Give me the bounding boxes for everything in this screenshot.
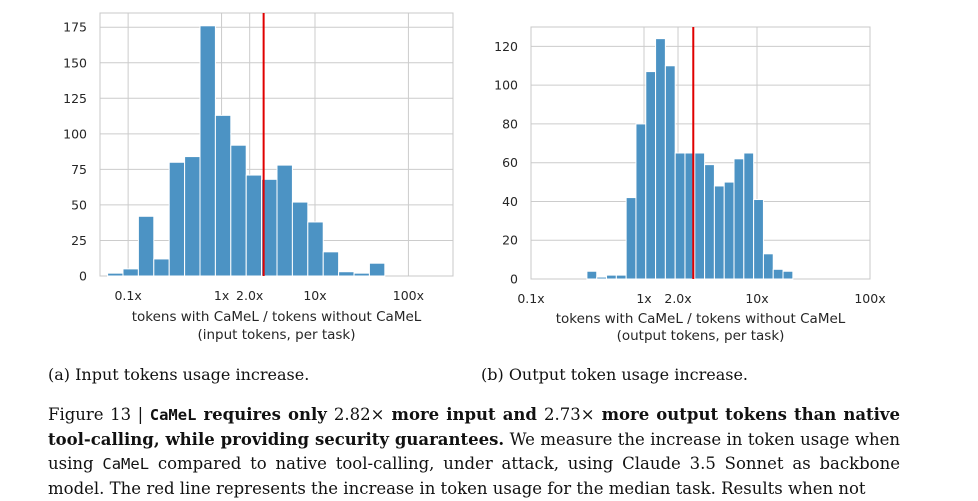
output-histogram-bar — [782, 270, 794, 280]
input-histogram-bar — [168, 161, 186, 277]
output-histogram-bar — [655, 38, 666, 280]
output-histogram-bar — [674, 152, 686, 280]
input-x-tick-label: 1x — [214, 288, 229, 303]
output-histogram-bar — [645, 71, 657, 280]
figure-caption: Figure 13 | CaMeL requires only 2.82× mo… — [48, 403, 900, 501]
output-x-tick-label: 100x — [854, 291, 885, 306]
output-x-tick-label: 10x — [745, 291, 768, 306]
output-histogram-bar — [772, 268, 784, 280]
input-histogram-bar — [338, 271, 355, 277]
caption-times1: × — [370, 405, 385, 424]
input-histogram-bar — [307, 221, 324, 277]
input-x-tick-label: 2.0x — [236, 288, 263, 303]
output-x-axis-sublabel: (output tokens, per task) — [617, 328, 785, 344]
output-histogram-bar — [615, 274, 627, 280]
caption-num2: 2.73 — [543, 405, 581, 424]
subcaption-b: (b) Output token usage increase. — [481, 365, 748, 384]
output-histogram-bar — [586, 270, 598, 280]
output-histogram-bar — [694, 152, 706, 280]
subcaption-a: (a) Input tokens usage increase. — [48, 365, 310, 384]
output-x-tick-label: 2.0x — [664, 291, 691, 306]
output-y-tick-label: 60 — [502, 155, 518, 170]
output-y-tick-label: 120 — [494, 39, 518, 54]
input-y-tick-label: 50 — [71, 197, 87, 212]
caption-text1: We measure the increase in token usage w… — [48, 429, 900, 474]
caption-bold3: more output tokens than native tool-call… — [48, 405, 901, 449]
input-x-axis-sublabel: (input tokens, per task) — [197, 327, 355, 343]
output-y-tick-label: 80 — [502, 116, 518, 131]
input-histogram-bar — [184, 156, 201, 277]
input-histogram-bar — [353, 272, 370, 277]
input-histogram-bar — [245, 174, 263, 277]
output-histogram-bar — [596, 276, 608, 280]
output-histogram-bar — [635, 123, 647, 280]
input-histogram-bar — [230, 144, 247, 277]
caption-label: Figure 13 | — [48, 405, 150, 424]
caption-text2: compared to native tool-calling, under a… — [48, 454, 900, 498]
output-histogram-bar — [743, 152, 755, 280]
input-histogram-bar — [153, 258, 170, 277]
output-x-tick-label: 1x — [636, 291, 651, 306]
output-y-tick-label: 20 — [502, 233, 518, 248]
output-histogram-bar — [625, 197, 637, 280]
input-x-axis-label: tokens with CaMeL / tokens without CaMeL — [132, 309, 422, 325]
input-histogram-bar — [368, 262, 386, 277]
input-x-tick-label: 10x — [303, 288, 326, 303]
input-y-tick-label: 75 — [71, 162, 87, 177]
input-y-tick-label: 0 — [79, 269, 87, 284]
caption-num1: 2.82 — [333, 405, 371, 424]
output-y-tick-label: 100 — [494, 78, 518, 93]
output-x-axis-label: tokens with CaMeL / tokens without CaMeL — [556, 311, 846, 327]
caption-bold2: more input and — [384, 405, 544, 424]
output-histogram-bar — [704, 164, 715, 280]
input-y-tick-label: 150 — [63, 55, 87, 70]
input-histogram-bar — [107, 272, 124, 277]
output-y-tick-label: 40 — [502, 194, 518, 209]
input-histogram-bar — [322, 251, 340, 277]
input-y-tick-label: 25 — [71, 233, 87, 248]
caption-times2: × — [580, 405, 595, 424]
input-y-tick-label: 175 — [63, 20, 87, 35]
output-y-tick-label: 0 — [510, 272, 518, 287]
input-histogram-bar — [214, 114, 232, 277]
input-histogram-bar — [199, 25, 216, 277]
output-histogram-bar — [606, 274, 617, 280]
input-x-tick-label: 0.1x — [114, 288, 141, 303]
output-histogram-bar — [733, 158, 745, 280]
input-histogram-bar — [122, 268, 139, 277]
output-histogram-bar — [713, 185, 725, 280]
input-histogram-bar — [291, 201, 309, 277]
input-y-tick-label: 125 — [63, 91, 87, 106]
input-y-tick-label: 100 — [63, 126, 87, 141]
caption-camel2: CaMeL — [102, 455, 150, 473]
input-histogram-bar — [276, 164, 293, 277]
output-x-tick-label: 0.1x — [517, 291, 544, 306]
output-histogram-bar — [762, 253, 774, 280]
input-histogram-bar — [137, 215, 155, 277]
output-histogram-bar — [664, 65, 676, 280]
output-histogram-bar — [753, 199, 764, 280]
input-x-tick-label: 100x — [393, 288, 424, 303]
caption-camel: CaMeL — [149, 406, 197, 424]
output-histogram-bar — [723, 181, 735, 280]
figure-charts: 0 25 50 75 100 125 150 175 0.1x 1x 2.0x 10x 100x toke… — [63, 12, 886, 344]
caption-bold1: requires only — [196, 405, 334, 424]
